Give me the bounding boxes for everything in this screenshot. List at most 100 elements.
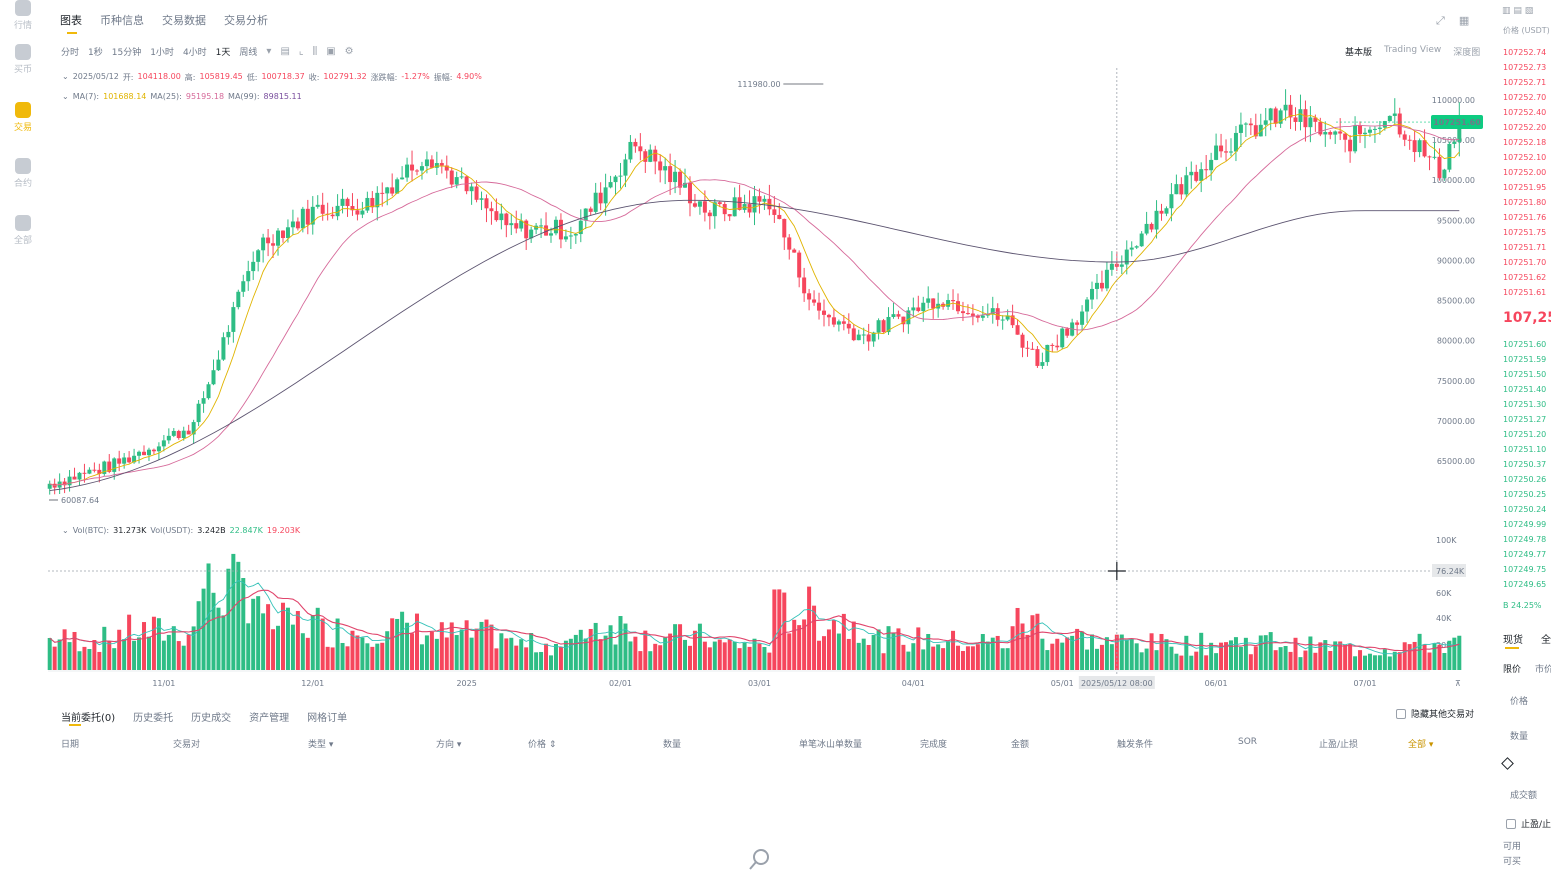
col-price[interactable]: 价格 ⇕ <box>528 740 557 750</box>
tab-cross[interactable]: 全 <box>1541 635 1551 646</box>
orderbook-ask-row[interactable]: 107252.73 <box>1503 63 1547 72</box>
quantity-field[interactable]: 数量 <box>1510 732 1529 742</box>
interval-1w[interactable]: 周线 <box>239 48 258 58</box>
order-type-limit[interactable]: 限价 <box>1503 665 1522 675</box>
orderbook-bid-row[interactable]: 107251.10 <box>1503 445 1547 454</box>
orderbook-bid-row[interactable]: 107250.25 <box>1503 490 1547 499</box>
checkbox[interactable] <box>1396 708 1406 719</box>
orderbook-ask-row[interactable]: 107252.71 <box>1503 78 1547 87</box>
orderbook-ask-row[interactable]: 107251.75 <box>1503 228 1547 237</box>
tab-spot[interactable]: 现货 <box>1503 631 1523 649</box>
orderbook-ask-row[interactable]: 107251.70 <box>1503 258 1547 267</box>
interval-time[interactable]: 分时 <box>61 48 80 58</box>
rail-item-futures[interactable]: 合约 <box>6 158 40 189</box>
orderbook-asks-icon[interactable]: ▧ <box>1524 6 1534 16</box>
orderbook-bid-row[interactable]: 107249.78 <box>1503 535 1547 544</box>
orderbook-ask-row[interactable]: 107252.70 <box>1503 93 1547 102</box>
price-field[interactable]: 价格 <box>1510 697 1529 707</box>
tab-chart[interactable]: 图表 <box>60 14 82 34</box>
rail-item-buy[interactable]: 买币 <box>6 44 40 75</box>
interval-4h[interactable]: 4小时 <box>182 48 207 58</box>
tab-order-history[interactable]: 历史委托 <box>133 713 174 724</box>
rail-item-all[interactable]: 全部 <box>6 215 40 246</box>
orderbook-ask-row[interactable]: 107251.71 <box>1503 243 1547 252</box>
interval-1h[interactable]: 1小时 <box>150 48 174 58</box>
orderbook-bid-row[interactable]: 107251.59 <box>1503 355 1547 364</box>
orderbook-bid-row[interactable]: 107251.60 <box>1503 340 1547 349</box>
candle-body <box>489 208 494 212</box>
orderbook-ask-row[interactable]: 107252.74 <box>1503 48 1547 57</box>
gear-icon[interactable]: ⚙ <box>344 46 354 57</box>
amount-field[interactable]: 成交额 <box>1510 791 1538 801</box>
candle-body <box>390 187 395 194</box>
collapse-icon[interactable]: ⌄ <box>62 526 69 535</box>
candle-style-icon[interactable]: ⫼ <box>312 46 318 57</box>
orderbook-bid-row[interactable]: 107250.37 <box>1503 460 1547 469</box>
orderbook-bid-row[interactable]: 107249.65 <box>1503 580 1547 589</box>
interval-1d[interactable]: 1天 <box>215 48 231 58</box>
orderbook-bid-row[interactable]: 107251.27 <box>1503 415 1547 424</box>
orderbook-both-icon[interactable]: ▥ <box>1502 6 1511 16</box>
tab-trading-data[interactable]: 交易数据 <box>162 14 206 27</box>
candle-body <box>102 461 107 474</box>
orderbook-bid-row[interactable]: 107251.40 <box>1503 385 1547 394</box>
orderbook-ask-row[interactable]: 107252.40 <box>1503 108 1547 117</box>
volume-bar <box>553 643 558 670</box>
tab-trade-history[interactable]: 历史成交 <box>191 713 232 724</box>
orderbook-ask-row[interactable]: 107252.00 <box>1503 168 1547 177</box>
orderbook-ask-row[interactable]: 107251.95 <box>1503 183 1547 192</box>
orderbook-bid-row[interactable]: 107249.77 <box>1503 550 1547 559</box>
candle-body <box>727 214 732 217</box>
layout-grid-icon[interactable]: ▦ <box>1458 14 1470 27</box>
orderbook-bid-row[interactable]: 107250.24 <box>1503 505 1547 514</box>
chart-type-icon[interactable]: ▤ <box>280 46 290 57</box>
collapse-icon[interactable]: ⌄ <box>62 72 69 81</box>
orderbook-bid-row[interactable]: 107251.20 <box>1503 430 1547 439</box>
interval-1s[interactable]: 1秒 <box>88 48 103 58</box>
checkbox[interactable] <box>1506 818 1516 829</box>
col-side[interactable]: 方向 ▾ <box>436 740 462 750</box>
tab-grid-orders[interactable]: 网格订单 <box>307 713 348 724</box>
view-depth[interactable]: 深度图 <box>1453 48 1481 58</box>
volume-ma2-line <box>49 589 1460 652</box>
candle-body <box>271 243 276 246</box>
chevron-down-icon[interactable]: ▾ <box>266 46 272 57</box>
orderbook-ask-row[interactable]: 107252.18 <box>1503 138 1547 147</box>
orderbook-bid-row[interactable]: 107251.50 <box>1503 370 1547 379</box>
volume-bar <box>598 639 603 670</box>
col-type[interactable]: 类型 ▾ <box>308 740 334 750</box>
candle-body <box>886 316 891 333</box>
interval-15m[interactable]: 15分钟 <box>111 48 142 58</box>
rail-item-trade[interactable]: 交易 <box>6 102 40 133</box>
orderbook-ask-row[interactable]: 107252.20 <box>1503 123 1547 132</box>
order-type-market[interactable]: 市价 <box>1535 665 1551 675</box>
orderbook-bid-row[interactable]: 107249.75 <box>1503 565 1547 574</box>
orderbook-bid-row[interactable]: 107249.99 <box>1503 520 1547 529</box>
tpsl-toggle[interactable]: 止盈/止 <box>1506 817 1551 830</box>
orderbook-bid-row[interactable]: 107250.26 <box>1503 475 1547 484</box>
volume-bar <box>534 652 539 670</box>
rail-item-market[interactable]: 行情 <box>6 0 40 31</box>
tab-trading-analysis[interactable]: 交易分析 <box>224 14 268 27</box>
orderbook-ask-row[interactable]: 107251.62 <box>1503 273 1547 282</box>
orderbook-ask-row[interactable]: 107251.80 <box>1503 198 1547 207</box>
orderbook-ask-row[interactable]: 107251.61 <box>1503 288 1547 297</box>
tab-open-orders[interactable]: 当前委托(0) <box>61 709 115 726</box>
orderbook-ask-row[interactable]: 107251.76 <box>1503 213 1547 222</box>
view-tradingview[interactable]: Trading View <box>1384 45 1442 55</box>
tab-assets[interactable]: 资产管理 <box>249 713 290 724</box>
indicator-icon[interactable]: ⌞ <box>298 46 304 57</box>
orderbook-ask-row[interactable]: 107252.10 <box>1503 153 1547 162</box>
hide-other-pairs-toggle[interactable]: 隐藏其他交易对 <box>1396 707 1474 720</box>
collapse-icon[interactable]: ⌄ <box>62 92 69 101</box>
orderbook-bid-row[interactable]: 107251.30 <box>1503 400 1547 409</box>
template-icon[interactable]: ▣ <box>326 46 336 57</box>
view-basic[interactable]: 基本版 <box>1345 48 1373 58</box>
orderbook-bids-icon[interactable]: ▤ <box>1513 6 1522 16</box>
expand-icon[interactable]: ⤢ <box>1436 14 1445 27</box>
tab-coin-info[interactable]: 币种信息 <box>100 14 144 27</box>
filter-all-dropdown[interactable]: 全部 ▾ <box>1408 740 1434 750</box>
volume-bar <box>1075 628 1080 670</box>
ma7-line <box>49 113 1460 487</box>
